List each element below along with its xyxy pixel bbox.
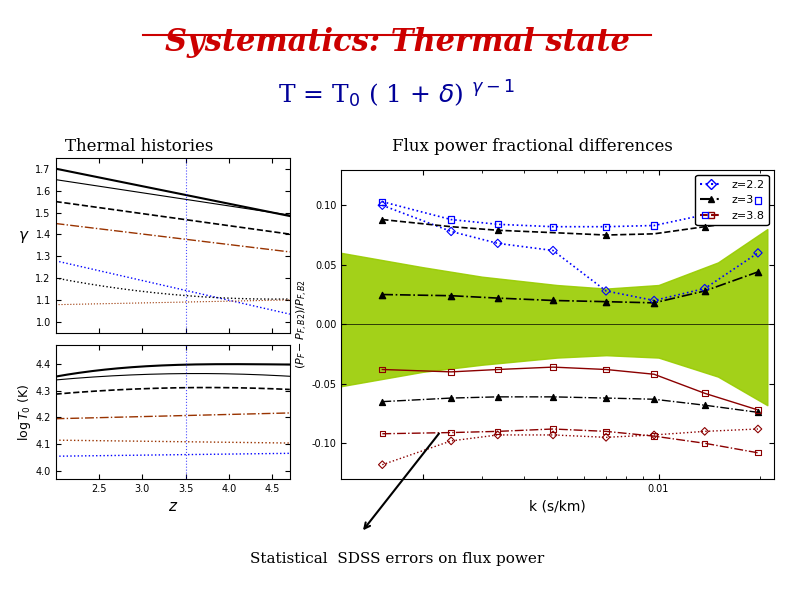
Text: Systematics: Thermal state: Systematics: Thermal state: [164, 27, 630, 58]
Point: [547, 222, 560, 231]
Point: [599, 297, 612, 306]
Point: [752, 405, 765, 415]
Point: [648, 394, 661, 404]
Point: [648, 431, 661, 441]
Point: [491, 365, 504, 374]
Point: [599, 393, 612, 403]
Point: [699, 389, 711, 398]
Point: [491, 430, 504, 440]
Y-axis label: $\gamma$: $\gamma$: [18, 230, 30, 245]
Point: [376, 365, 389, 374]
Point: [648, 221, 661, 230]
Point: [699, 210, 711, 220]
Text: Statistical  SDSS errors on flux power: Statistical SDSS errors on flux power: [250, 552, 544, 566]
Point: [445, 393, 457, 403]
Y-axis label: $\log T_0$ (K): $\log T_0$ (K): [16, 383, 33, 441]
Point: [445, 428, 457, 437]
Y-axis label: $(P_F - P_{F,B2})/P_{F,B2}$: $(P_F - P_{F,B2})/P_{F,B2}$: [295, 279, 310, 369]
Point: [752, 267, 765, 277]
Point: [445, 291, 457, 300]
Point: [547, 392, 560, 402]
X-axis label: k (s/km): k (s/km): [530, 499, 586, 513]
Point: [491, 239, 504, 248]
Point: [699, 286, 711, 296]
Point: [547, 296, 560, 305]
Point: [752, 248, 765, 258]
Point: [752, 196, 765, 205]
Text: Thermal histories: Thermal histories: [65, 138, 213, 155]
Point: [599, 433, 612, 442]
Legend: z=2.2, z=3, z=3.8: z=2.2, z=3, z=3.8: [696, 175, 769, 225]
Point: [599, 427, 612, 436]
X-axis label: $z$: $z$: [168, 499, 178, 515]
Point: [699, 284, 711, 293]
Point: [648, 298, 661, 308]
Point: [445, 227, 457, 236]
Point: [599, 222, 612, 231]
Point: [376, 397, 389, 406]
Point: [599, 230, 612, 240]
Point: [445, 215, 457, 224]
Point: [376, 290, 389, 299]
Point: [376, 201, 389, 210]
Point: [445, 367, 457, 377]
Point: [491, 392, 504, 402]
Point: [648, 369, 661, 379]
Point: [376, 429, 389, 439]
Point: [376, 460, 389, 469]
Point: [547, 424, 560, 434]
Point: [648, 430, 661, 440]
Point: [699, 439, 711, 448]
Point: [752, 424, 765, 434]
Point: [752, 408, 765, 417]
Point: [491, 293, 504, 303]
Point: [491, 220, 504, 229]
Point: [491, 427, 504, 436]
Point: [699, 427, 711, 436]
Point: [699, 222, 711, 231]
Point: [752, 448, 765, 458]
Point: [648, 296, 661, 305]
Point: [376, 197, 389, 206]
Point: [547, 430, 560, 440]
Point: [599, 286, 612, 296]
Point: [376, 215, 389, 224]
Text: T = T$_0$ ( 1 + $\delta$) $^{\gamma-1}$: T = T$_0$ ( 1 + $\delta$) $^{\gamma-1}$: [279, 79, 515, 110]
Point: [491, 226, 504, 235]
Point: [547, 362, 560, 372]
Point: [699, 400, 711, 410]
Text: Flux power fractional differences: Flux power fractional differences: [391, 138, 673, 155]
Point: [445, 436, 457, 446]
Point: [599, 365, 612, 374]
Point: [547, 246, 560, 255]
